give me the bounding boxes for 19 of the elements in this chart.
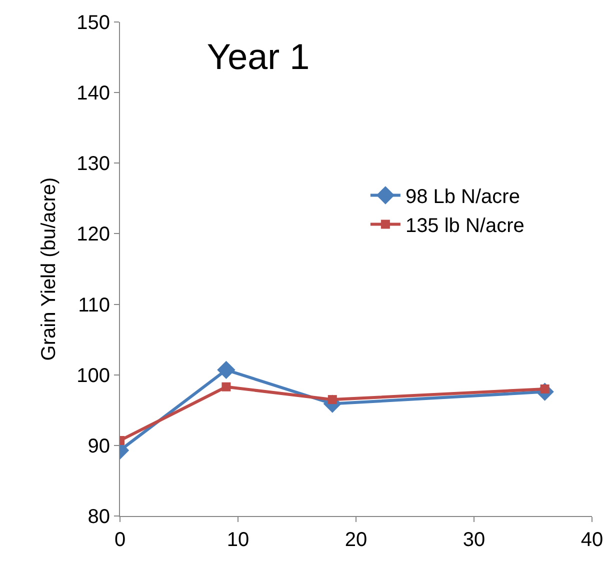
point xyxy=(217,360,236,380)
y-axis-title: Grain Yield (bu/acre) xyxy=(38,177,60,361)
y-tick-label: 140 xyxy=(76,82,110,105)
legend-label: 98 Lb N/acre xyxy=(405,186,520,208)
y-tick-label: 110 xyxy=(78,294,110,316)
x-tick-label: 30 xyxy=(462,529,486,551)
y-tick-label: 130 xyxy=(76,153,110,176)
y-tick-label: 100 xyxy=(76,364,110,387)
y-tick-label: 120 xyxy=(76,224,110,246)
y-tick-label: 150 xyxy=(76,12,110,34)
x-tick-label: 0 xyxy=(114,529,126,551)
point xyxy=(222,382,231,392)
x-tick-label: 20 xyxy=(344,529,368,551)
y-tick-label: 80 xyxy=(88,506,110,528)
x-tick-label: 40 xyxy=(580,529,604,551)
legend-label: 135 lb N/acre xyxy=(405,215,524,238)
x-tick-label: 10 xyxy=(226,529,250,551)
y-tick-label: 90 xyxy=(88,435,110,458)
chart-title: Year 1 xyxy=(206,36,310,77)
